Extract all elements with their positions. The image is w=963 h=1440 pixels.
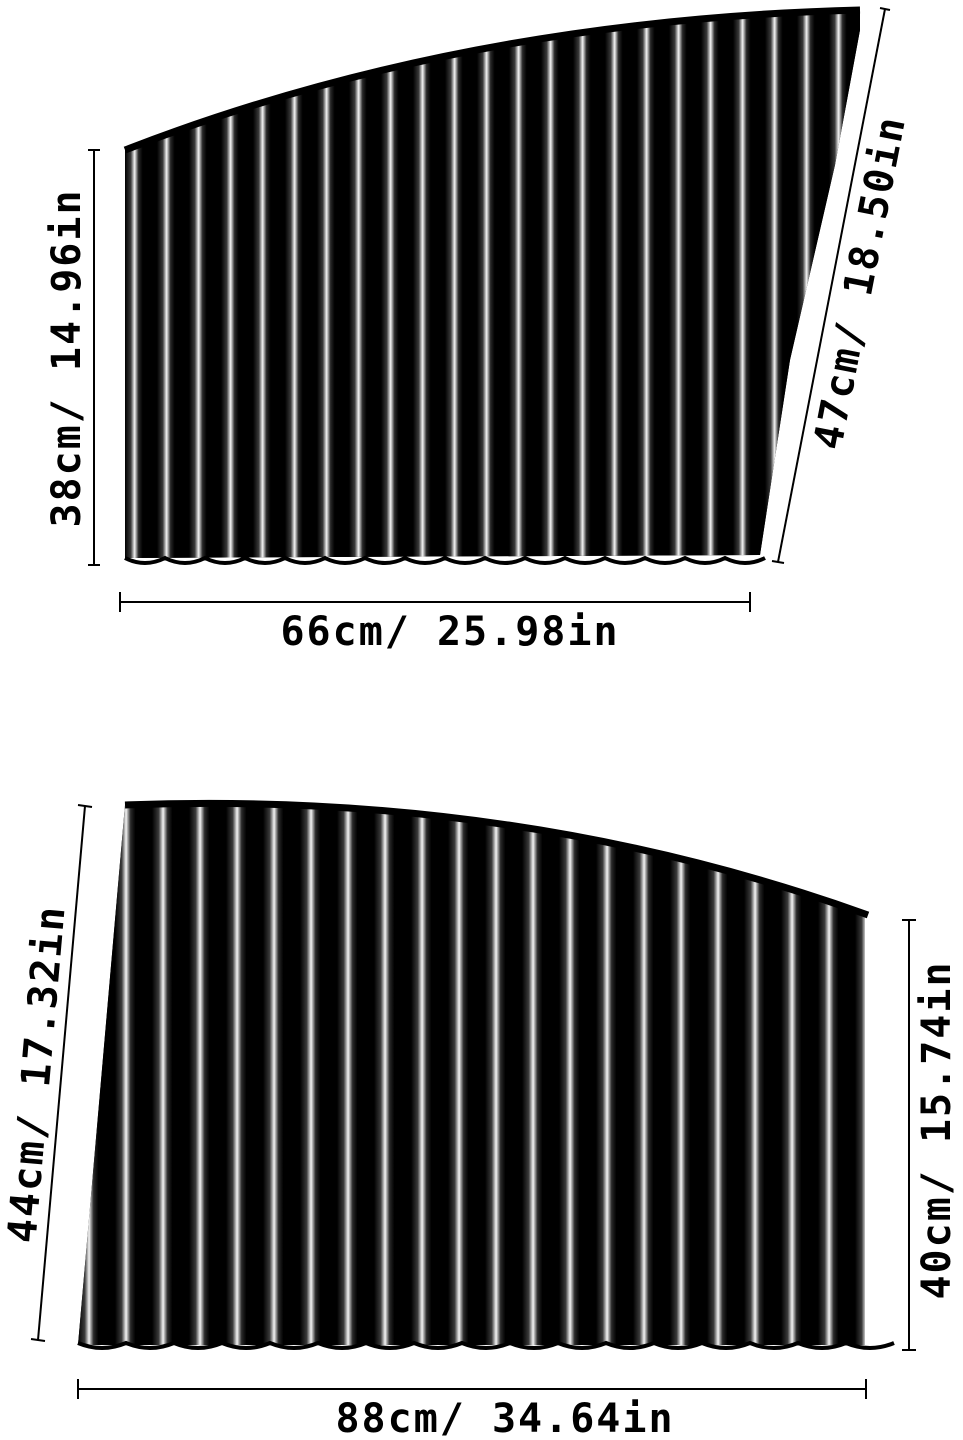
bottom-curtain-rail [124, 799, 870, 919]
bottom-curtain-pleat [522, 803, 559, 1345]
bottom-curtain-pleat [559, 803, 596, 1345]
bottom-height-dimension: 40cm/ 15.74in [902, 919, 960, 1351]
top-curtain-rail [123, 6, 861, 154]
top-curtain-pleat [765, 10, 797, 558]
bottom-curtain-pleat [818, 803, 855, 1345]
top-curtain-pleat [573, 10, 605, 558]
bottom-curtain-pleat [707, 803, 744, 1345]
bottom-curtain-pleat [411, 803, 448, 1345]
top-width-label: 66cm/ 25.98in [280, 609, 619, 655]
bottom-curtain-pleat [78, 803, 115, 1345]
bottom-curtain-hem [77, 1340, 895, 1350]
bottom-curtain-pleat [374, 803, 411, 1345]
bottom-curtain-pleat [226, 803, 263, 1345]
top-curtain-fabric [125, 10, 860, 558]
bottom-curtain-pleat [152, 803, 189, 1345]
bottom-curtain-pleat [115, 803, 152, 1345]
bottom-curtain-pleat [485, 803, 522, 1345]
bottom-width-dimension: 88cm/ 34.64in [77, 1379, 867, 1440]
bottom-diagonal-dimension: 44cm/ 17.32in [0, 804, 93, 1342]
bottom-curtain-pleat [670, 803, 707, 1345]
top-curtain-pleat [605, 10, 637, 558]
bottom-curtain-pleat [448, 803, 485, 1345]
top-curtain-pleat [381, 10, 413, 558]
top-curtain-pleat [221, 10, 253, 558]
top-curtain-pleat [669, 10, 701, 558]
top-width-dimension: 66cm/ 25.98in [119, 592, 751, 655]
top-curtain-pleat [797, 10, 829, 558]
top-curtain-pleat [733, 10, 765, 558]
top-curtain-pleat [637, 10, 669, 558]
top-curtain-pleat [317, 10, 349, 558]
bottom-height-label: 40cm/ 15.74in [914, 960, 960, 1299]
top-curtain [123, 6, 861, 565]
bottom-curtain-pleat [300, 803, 337, 1345]
top-height-dimension: 38cm/ 14.96in [44, 149, 100, 566]
bottom-curtain-pleat [744, 803, 781, 1345]
top-curtain-pleat [189, 10, 221, 558]
top-curtain-pleat [253, 10, 285, 558]
bottom-diagonal-label: 44cm/ 17.32in [0, 903, 75, 1245]
bottom-width-label: 88cm/ 34.64in [335, 1396, 674, 1440]
top-curtain-pleat [509, 10, 541, 558]
bottom-curtain-pleat [596, 803, 633, 1345]
bottom-curtain-pleat [855, 803, 865, 1345]
top-curtain-hem [124, 555, 766, 565]
bottom-curtain-pleat [337, 803, 374, 1345]
top-curtain-pleat [125, 10, 157, 558]
top-curtain-pleat [541, 10, 573, 558]
bottom-curtain [77, 799, 895, 1350]
top-curtain-pleat [477, 10, 509, 558]
top-curtain-pleat [701, 10, 733, 558]
bottom-curtain-pleat [781, 803, 818, 1345]
bottom-curtain-pleat [189, 803, 226, 1345]
bottom-curtain-fabric [78, 803, 865, 1345]
top-height-label: 38cm/ 14.96in [44, 188, 90, 527]
top-curtain-pleat [285, 10, 317, 558]
bottom-curtain-pleat [263, 803, 300, 1345]
top-curtain-pleat [157, 10, 189, 558]
top-curtain-pleat [445, 10, 477, 558]
top-curtain-pleat [349, 10, 381, 558]
top-curtain-pleat [413, 10, 445, 558]
bottom-curtain-pleat [633, 803, 670, 1345]
